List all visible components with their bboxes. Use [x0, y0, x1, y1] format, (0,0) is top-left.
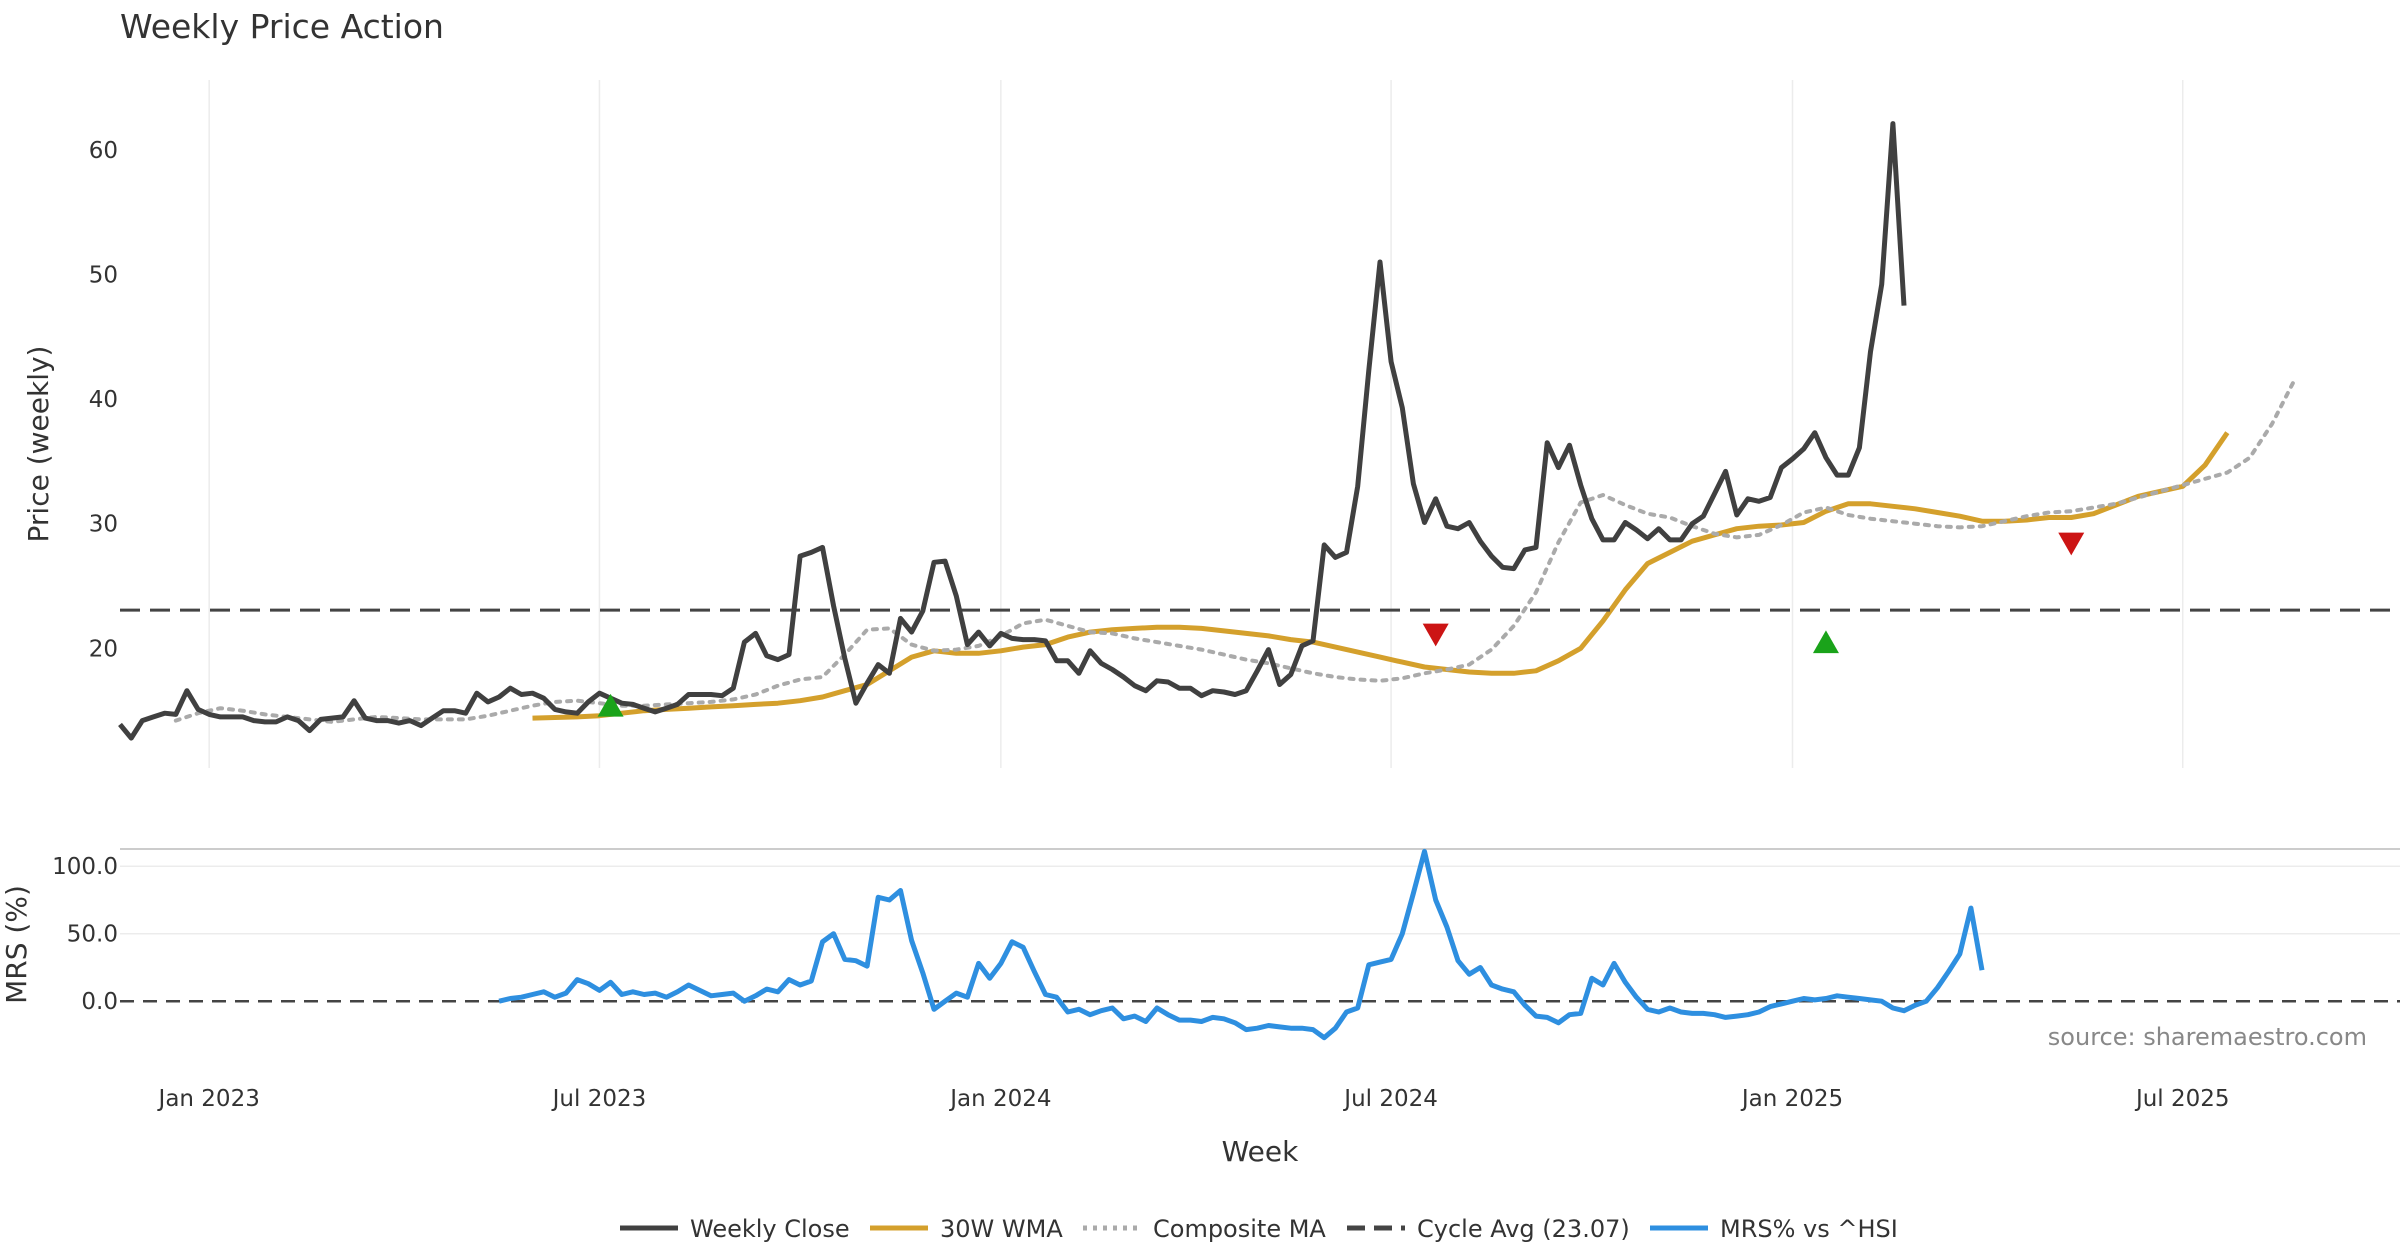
source-annotation: source: sharemaestro.com: [2048, 1023, 2367, 1051]
x-axis-label: Week: [1222, 1135, 1299, 1168]
x-tick-labels: Jan 2023 Jul 2023 Jan 2024 Jul 2024 Jan 2025…: [157, 1086, 2230, 1112]
x-tick-label: Jan 2023: [157, 1086, 260, 1112]
weekly-close-line: [118, 121, 1907, 741]
legend: Weekly Close 30W WMA Composite MA Cycle Avg…: [620, 1215, 1898, 1243]
x-tick-label: Jul 2024: [1342, 1086, 1438, 1112]
mrs-y-tick-label: 50.0: [67, 922, 118, 948]
legend-label: Cycle Avg (23.07): [1417, 1215, 1630, 1243]
x-tick-label: Jan 2025: [1740, 1086, 1843, 1112]
price-y-tick-labels: 20 30 40 50 60: [89, 138, 118, 663]
signal-markers: [597, 532, 2085, 717]
price-y-tick-label: 30: [89, 512, 118, 538]
legend-label: Composite MA: [1153, 1215, 1326, 1243]
price-gridlines: [208, 80, 2184, 768]
sell-signal-marker: [1422, 623, 1449, 647]
x-tick-label: Jul 2023: [551, 1086, 647, 1112]
sell-signal-marker: [2058, 532, 2085, 556]
buy-signal-marker: [1812, 630, 1839, 654]
legend-label: Weekly Close: [690, 1215, 850, 1243]
price-y-tick-label: 20: [89, 636, 118, 662]
mrs-y-tick-label: 0.0: [81, 989, 118, 1015]
wma-30w-line: [532, 431, 2230, 721]
mrs-y-tick-labels: 0.0 50.0 100.0: [52, 854, 118, 1015]
price-y-tick-label: 60: [89, 138, 118, 164]
mrs-series: [498, 848, 1985, 1041]
price-series: [118, 121, 2400, 741]
mrs-y-tick-label: 100.0: [52, 854, 118, 880]
chart-title: Weekly Price Action: [120, 7, 444, 46]
legend-label: MRS% vs ^HSI: [1720, 1215, 1898, 1243]
x-tick-label: Jan 2024: [948, 1086, 1051, 1112]
price-y-tick-label: 50: [89, 262, 118, 288]
buy-signal-marker: [597, 693, 624, 717]
legend-label: 30W WMA: [940, 1215, 1063, 1243]
mrs-gridlines: [120, 848, 2400, 1003]
price-y-tick-label: 40: [89, 387, 118, 413]
x-tick-label: Jul 2025: [2134, 1086, 2230, 1112]
price-y-axis-label: Price (weekly): [22, 346, 55, 543]
mrs-line: [498, 848, 1985, 1041]
composite-ma-line: [173, 378, 2297, 724]
mrs-y-axis-label: MRS (%): [0, 885, 33, 1004]
